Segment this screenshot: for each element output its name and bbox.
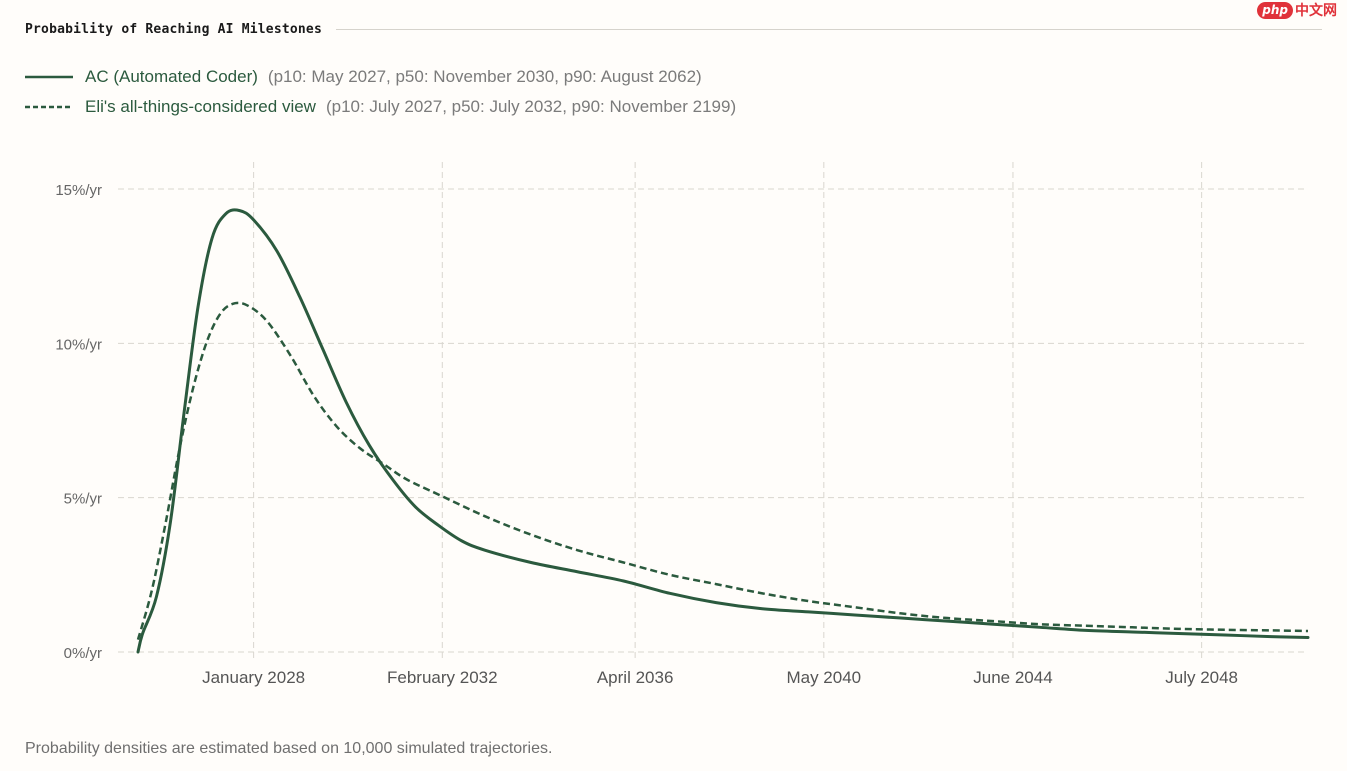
legend-detail: (p10: May 2027, p50: November 2030, p90:… [267,67,702,86]
x-tick-label: June 2044 [973,668,1052,687]
series-line-eli [136,301,1309,640]
y-tick-label: 5%/yr [64,491,102,508]
chart-legend: AC (Automated Coder) (p10: May 2027, p50… [25,64,736,124]
series-line-ac [136,208,1310,654]
y-tick-label: 0%/yr [64,645,102,662]
legend-detail: (p10: July 2027, p50: July 2032, p90: No… [325,97,737,116]
watermark-text: 中文网 [1295,3,1337,19]
chart-footnote: Probability densities are estimated base… [25,740,553,757]
legend-label: Eli's all-things-considered view [85,97,316,116]
legend-item-eli[interactable]: Eli's all-things-considered view (p10: J… [25,94,736,120]
x-tick-label: July 2048 [1165,668,1238,687]
x-tick-label: February 2032 [387,668,498,687]
y-tick-label: 10%/yr [55,336,102,353]
x-tick-label: January 2028 [202,668,305,687]
solid-line-swatch-icon [25,75,73,79]
chart-header: Probability of Reaching AI Milestones [25,14,1322,44]
watermark: php 中文网 [1257,0,1337,20]
dashed-line-swatch-icon [25,105,73,109]
legend-item-ac[interactable]: AC (Automated Coder) (p10: May 2027, p50… [25,64,736,90]
y-tick-label: 15%/yr [55,182,102,199]
header-divider [336,28,1322,30]
watermark-logo: php [1257,1,1293,19]
x-tick-label: May 2040 [786,668,861,687]
chart-title: Probability of Reaching AI Milestones [25,21,322,37]
x-tick-label: April 2036 [597,668,674,687]
legend-label: AC (Automated Coder) [85,67,258,86]
